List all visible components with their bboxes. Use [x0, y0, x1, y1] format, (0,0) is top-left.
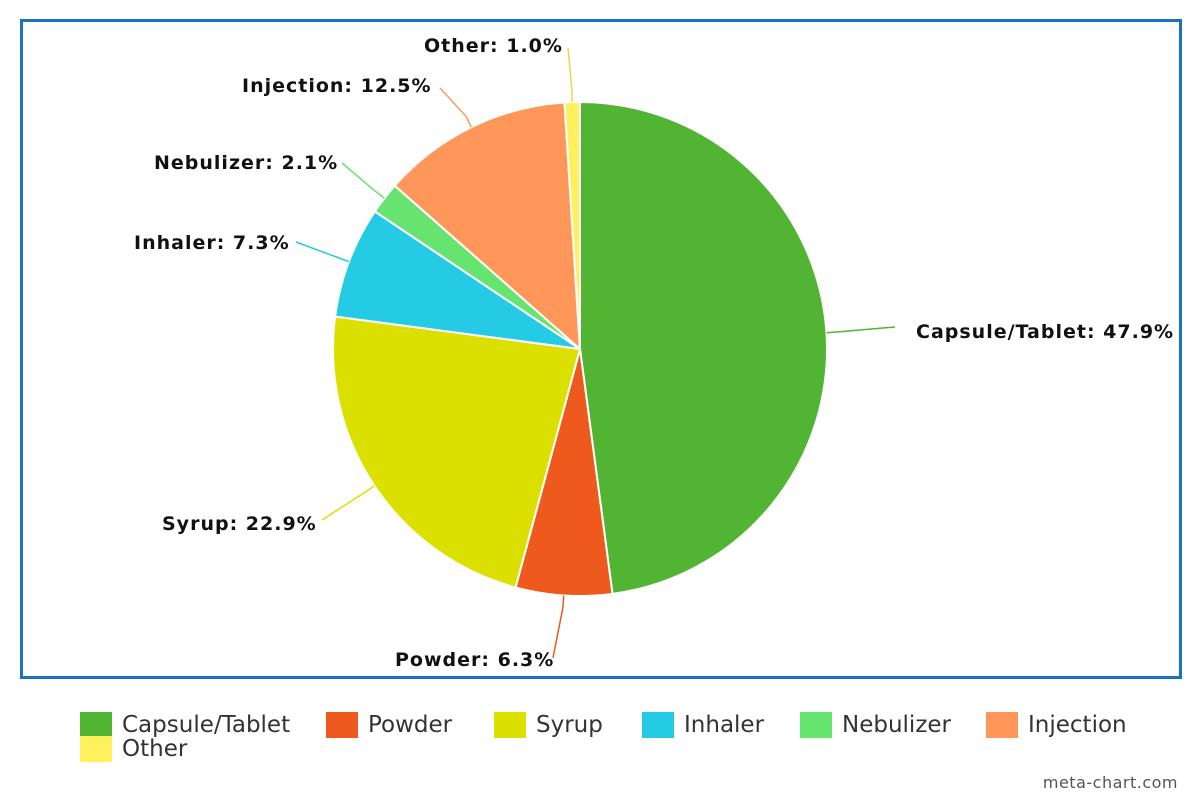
legend-label: Nebulizer: [842, 712, 951, 738]
pie-slice-syrup[interactable]: [332, 315, 582, 589]
legend-label: Inhaler: [684, 712, 765, 738]
leader-line-powder: [552, 595, 565, 659]
pie-slice-other[interactable]: [563, 100, 581, 350]
legend-swatch: [494, 712, 526, 738]
legend-swatch: [986, 712, 1018, 738]
legend-swatch: [800, 712, 832, 738]
slice-label-syrup: Syrup: 22.9%: [162, 513, 317, 535]
legend-swatch: [80, 712, 112, 738]
legend-item-powder[interactable]: Powder: [326, 712, 452, 738]
slice-label-capsule-tablet: Capsule/Tablet: 47.9%: [916, 321, 1174, 343]
pie-slice-injection[interactable]: [393, 101, 582, 352]
leader-line-nebulizer: [341, 162, 385, 199]
slice-label-nebulizer: Nebulizer: 2.1%: [154, 152, 338, 174]
slice-labels: Capsule/Tablet: 47.9% Powder: 6.3% Syrup: …: [134, 35, 1174, 671]
legend-item-nebulizer[interactable]: Nebulizer: [800, 712, 951, 738]
legend-label: Capsule/Tablet: [122, 712, 291, 738]
watermark: meta-chart.com: [1042, 773, 1178, 792]
chart-frame: [20, 19, 1182, 679]
leader-line-syrup: [321, 485, 375, 521]
slice-label-powder: Powder: 6.3%: [395, 649, 554, 671]
legend-label: Syrup: [536, 712, 603, 738]
leader-line-capsule-tablet: [826, 326, 896, 334]
legend-swatch: [642, 712, 674, 738]
legend-item-syrup[interactable]: Syrup: [494, 712, 603, 738]
slice-label-other: Other: 1.0%: [424, 35, 563, 57]
legend-label: Other: [122, 736, 188, 762]
slice-label-injection: Injection: 12.5%: [242, 75, 432, 97]
legend-item-injection[interactable]: Injection: [986, 712, 1127, 738]
pie-slices: [332, 100, 828, 597]
legend-item-capsule-tablet[interactable]: Capsule/Tablet: [80, 712, 290, 738]
pie-slice-capsule-tablet[interactable]: [579, 100, 828, 595]
leader-line-other: [567, 47, 573, 103]
leader-line-injection: [439, 87, 472, 128]
legend-label: Powder: [368, 712, 453, 738]
label-leader-lines: [295, 47, 896, 659]
legend-swatch: [80, 736, 112, 762]
slice-label-inhaler: Inhaler: 7.3%: [134, 232, 290, 254]
legend-item-other[interactable]: Other: [80, 736, 187, 762]
legend-item-inhaler[interactable]: Inhaler: [642, 712, 764, 738]
leader-line-inhaler: [295, 241, 350, 263]
legend-label: Injection: [1028, 712, 1127, 738]
pie-slice-inhaler[interactable]: [334, 210, 581, 350]
legend-swatch: [326, 712, 358, 738]
